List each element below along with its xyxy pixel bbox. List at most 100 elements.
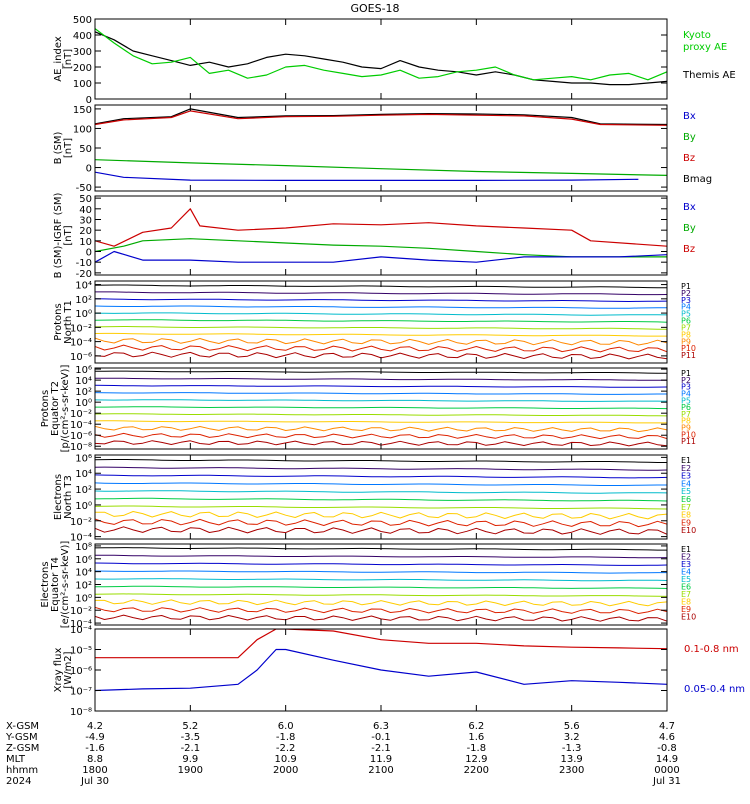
y-tick-label: 200 [73,63,92,74]
legend-p9: P9 [681,424,691,433]
x-value: -2.1 [181,743,201,754]
legend-e3: E3 [681,472,691,481]
legend-e10: E10 [681,613,696,622]
y-axis-label: Equator T2 [50,381,61,436]
y-tick-label: 10⁰ [75,309,92,320]
x-value: 9.9 [182,754,198,765]
flux-channel-e4 [95,570,667,574]
panel-pe [94,367,668,450]
x-value: -1.8 [467,743,487,754]
y-tick-label: 10⁶ [75,365,92,376]
y-tick-label: 10⁻⁴ [70,619,92,630]
flux-channel-p3 [95,384,667,388]
x-value: 3.2 [564,732,580,743]
series-kyoto-proxy-ae [95,28,667,81]
x-value: -0.8 [657,743,677,754]
panel-frame [94,104,668,192]
y-axis-label: [nT] [63,138,74,158]
legend-p10: P10 [681,430,696,439]
x-row-label: hhmm [6,765,38,776]
flux-channel-e8 [95,599,667,607]
legend-e9: E9 [681,605,691,614]
flux-channel-e4 [95,482,667,486]
legend-p7: P7 [681,410,691,419]
y-axis-label: North T1 [63,300,74,344]
flux-channel-e5 [95,578,667,582]
legend-p5: P5 [681,310,691,319]
flux-channel-e2 [95,466,667,471]
legend-p2: P2 [681,376,691,385]
legend-e2: E2 [681,553,691,562]
y-tick-label: 0 [86,164,92,175]
y-axis-label: Protons [40,390,51,427]
panel-pn [94,280,668,364]
y-tick-label: 10⁻⁶ [70,666,92,677]
y-axis-label: [nT] [63,225,74,245]
y-tick-label: 10⁻² [70,409,92,420]
y-tick-label: 10⁻⁴ [70,625,92,636]
y-tick-label: 10⁴ [75,376,92,387]
y-tick-label: 10⁴ [75,281,92,292]
flux-channel-p8 [95,332,667,337]
y-tick-label: 10⁻⁴ [70,533,92,544]
y-tick-label: 10⁰ [75,593,92,604]
y-tick-label: 150 [73,105,92,116]
y-axis-label: Xray flux [53,648,64,693]
x-value: 1900 [178,765,203,776]
x-value: 2300 [559,765,584,776]
y-tick-label: 10² [75,295,92,306]
y-axis-label: Electrons [40,561,51,607]
legend-p2: P2 [681,289,691,298]
legend-p3: P3 [681,296,691,305]
x-value: 0000 [654,765,679,776]
x-value: 4.2 [87,721,103,732]
x-value: -1.8 [276,732,296,743]
x-row-label: MLT [6,754,26,765]
legend-e6: E6 [681,495,691,504]
y-tick-label: 10² [75,387,92,398]
x-value: 14.9 [656,754,678,765]
series-0-1-0-8-nm [95,629,667,659]
x-value: 2200 [464,765,489,776]
legend-xray-short: 0.05-0.4 nm [684,684,745,695]
y-axis-label: Equator T4 [50,557,61,612]
legend-p5: P5 [681,396,691,405]
panel-plot-area [95,370,667,447]
x-value: 6.0 [278,721,294,732]
y-axis-label: [e/(cm²-s-sr-keV)] [60,541,71,629]
legend-e3: E3 [681,560,691,569]
x-value: -0.1 [371,732,391,743]
panel-ae [94,18,668,100]
flux-channel-p7 [95,413,667,417]
flux-channel-e3 [95,562,667,566]
y-tick-label: 10⁴ [75,568,92,579]
x-value: 2000 [273,765,298,776]
y-tick-label: 30 [79,215,92,226]
y-axis-label: North T3 [63,475,74,519]
panel-plot-area [95,284,667,360]
series-bz [95,110,667,126]
y-tick-label: 10⁻⁸ [70,442,92,453]
y-tick-label: 50 [79,194,92,205]
flux-channel-p3 [95,298,667,302]
x-value: -4.9 [85,732,105,743]
y-tick-label: 10⁶ [75,453,92,464]
y-tick-label: 10⁻⁸ [70,707,92,718]
y-axis-label: Protons [53,303,64,340]
flux-channel-p5 [95,399,667,402]
y-tick-label: 20 [79,226,92,237]
panel-plot-area [95,547,667,622]
y-axis-label: AE_index [53,36,64,82]
flux-channel-p4 [95,392,667,395]
panel-plot-area [95,208,667,263]
y-axis-label: B (SM) [53,131,64,164]
x-value: 1800 [82,765,107,776]
flux-channel-p5 [95,312,667,316]
x-value: Jul 31 [652,776,681,787]
legend-p8: P8 [681,330,691,339]
panel-ee [94,543,668,626]
y-tick-label: 400 [73,31,92,42]
flux-channel-e8 [95,511,667,520]
legend-p4: P4 [681,303,691,312]
